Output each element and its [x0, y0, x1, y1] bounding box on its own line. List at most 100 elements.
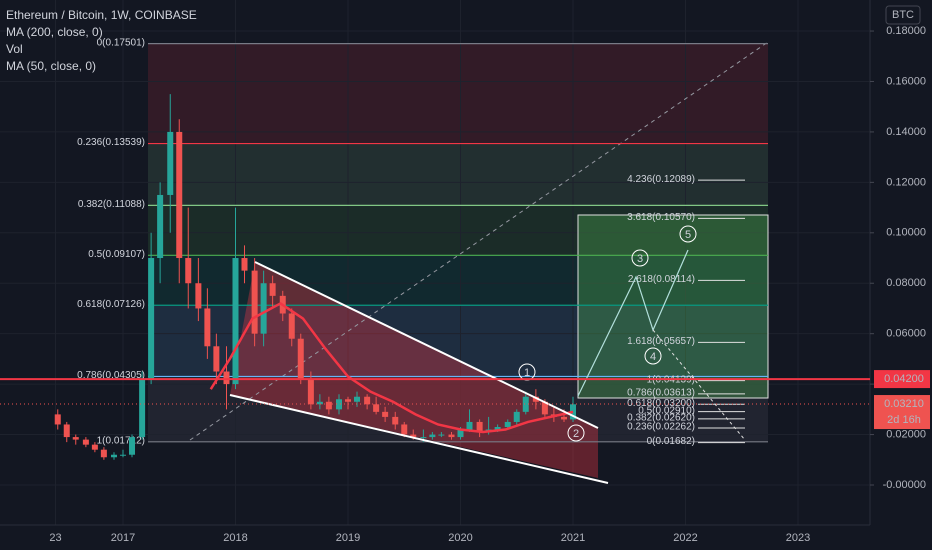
fib-ext-label: 0.5(0.02910)	[638, 405, 695, 416]
candle-body	[223, 371, 230, 385]
time-tick-label: 23	[49, 532, 61, 544]
candle-body	[541, 401, 548, 415]
candle-body	[336, 399, 342, 410]
fib-ext-label: 0.382(0.02620)	[627, 413, 695, 424]
indicator[interactable]: MA (200, close, 0)	[6, 25, 103, 39]
time-tick-label: 2022	[673, 532, 697, 544]
price-tick-label: 0.06000	[886, 328, 926, 340]
candle-body	[269, 283, 276, 296]
indicator[interactable]: Vol	[6, 42, 23, 56]
price-tick-label: 0.14000	[886, 126, 926, 138]
fib-label: 0.786(0.04305)	[77, 370, 145, 381]
time-tick-label: 2019	[336, 532, 360, 544]
candle-body	[297, 338, 304, 380]
candle-body	[111, 454, 117, 458]
time-tick-label: 2017	[111, 532, 135, 544]
fib-label: 0.382(0.11088)	[78, 199, 145, 210]
fib-band	[148, 43, 768, 144]
price-tick-label: 0.12000	[886, 176, 926, 188]
candle-body	[382, 411, 389, 417]
ma-line	[209, 301, 574, 434]
candle-body	[364, 396, 371, 405]
fib-label: 0.618(0.07126)	[77, 299, 145, 310]
time-tick-label: 2023	[786, 532, 810, 544]
fib-ext-label: 2.618(0.08114)	[628, 274, 695, 285]
price-tick-label: 0.16000	[886, 75, 926, 87]
last-price-badge	[874, 395, 930, 430]
channel-bottom	[229, 394, 609, 484]
target-box	[577, 214, 769, 399]
price-tick-label: 0.08000	[886, 277, 926, 289]
wave-label: 4	[650, 351, 656, 363]
wave-label: 1	[524, 367, 530, 379]
price-tick-label: 0.10000	[886, 227, 926, 239]
candle-body	[448, 434, 455, 438]
time-axis	[0, 525, 870, 550]
wave-circle	[679, 225, 697, 243]
fib-band	[148, 205, 768, 256]
fib-band	[148, 143, 768, 206]
candle-body	[373, 404, 380, 412]
candle-body	[438, 434, 445, 436]
fib-band	[148, 255, 768, 306]
channel-top	[254, 261, 599, 429]
candle-body	[241, 258, 248, 271]
candle-body	[392, 416, 399, 425]
fib-ext-label: 3.618(0.10570)	[627, 212, 695, 223]
fib-band	[148, 305, 768, 377]
candle-body	[288, 313, 295, 339]
candle-body	[316, 401, 323, 405]
time-tick-label: 2018	[223, 532, 247, 544]
candle-body	[504, 421, 511, 427]
candle-body	[129, 437, 135, 455]
candle-body	[167, 131, 174, 195]
candle-body	[120, 454, 126, 456]
candle-body	[457, 429, 464, 438]
fib-ext-label: 4.236(0.12089)	[627, 174, 695, 185]
candle-body	[429, 434, 436, 438]
candle-body	[522, 396, 529, 412]
last-price-label: 0.03210	[884, 398, 924, 410]
candle-body	[82, 439, 89, 445]
fib-ext-label: 0(0.01682)	[647, 436, 695, 447]
candle-body	[63, 424, 70, 438]
wave-label: 2	[573, 428, 579, 440]
wave-label: 3	[637, 253, 643, 265]
price-tick-label: -0.00000	[883, 479, 926, 491]
wave-circle	[631, 249, 649, 267]
wave-circle	[567, 424, 585, 442]
wave-label: 5	[685, 229, 691, 241]
candle-body	[148, 258, 155, 380]
candle-body	[251, 270, 258, 334]
candle-body	[100, 449, 107, 458]
candle-body	[345, 399, 351, 402]
currency[interactable]: BTC	[892, 9, 914, 21]
indicator[interactable]: MA (50, close, 0)	[6, 59, 96, 73]
fib-ext-label: 0.786(0.03613)	[627, 388, 695, 399]
candle-body	[260, 283, 267, 334]
wave-path	[577, 249, 689, 397]
fib-ext-label: 0.236(0.02262)	[627, 422, 695, 433]
candle-body	[157, 194, 164, 259]
candle-body	[466, 421, 473, 430]
time-tick-label: 2021	[561, 532, 585, 544]
fib-ext-label: 1.618(0.05657)	[627, 336, 695, 347]
candle-body	[213, 346, 220, 372]
candle-body	[307, 379, 314, 405]
price-badge-label: 0.04200	[884, 373, 924, 385]
symbol-title[interactable]: Ethereum / Bitcoin, 1W, COINBASE	[6, 8, 197, 22]
candle-body	[513, 411, 520, 422]
candle-body	[72, 437, 79, 440]
fib-label: 0.5(0.09107)	[88, 249, 145, 260]
fib-label: 0.236(0.13539)	[77, 137, 145, 148]
countdown: 2d 16h	[887, 414, 921, 426]
price-tick-label: 0.18000	[886, 25, 926, 37]
price-tick-label: 0.02000	[886, 428, 926, 440]
candle-body	[91, 444, 98, 450]
candle-body	[401, 424, 408, 435]
candle-body	[561, 416, 567, 420]
currency-box[interactable]	[885, 5, 921, 25]
fib-ext-label: 0.618(0.03200)	[627, 398, 695, 409]
